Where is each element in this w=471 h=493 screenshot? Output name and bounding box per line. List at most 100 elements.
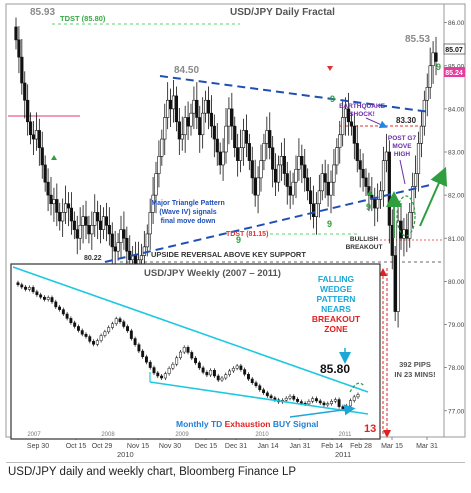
candle-body — [203, 99, 208, 114]
x-tick-labels: Sep 30 Oct 15 Oct 29 Nov 15 Nov 30 Dec 15 Dec … — [27, 437, 438, 450]
candle-body — [346, 108, 351, 123]
x-tick-label: Dec 31 — [225, 443, 247, 450]
candle-body — [20, 56, 24, 84]
weekly-candle-body — [311, 398, 315, 402]
breakout-ellipse — [396, 195, 416, 237]
weekly-candle-body — [95, 340, 99, 345]
weekly-inset-frame — [10, 263, 381, 440]
weekly-level-label: 85.80 — [320, 362, 350, 376]
pips-note-line: IN 23 MINS! — [394, 370, 435, 379]
td-count-label: 9 — [436, 62, 441, 72]
weekly-candle-body — [69, 318, 73, 324]
y-tick-label: 77.00 — [448, 408, 465, 415]
annotation-text: 84.50 — [174, 65, 199, 76]
weekly-candle-body — [182, 347, 186, 353]
candle-body — [84, 216, 88, 226]
earthquake-note-line: SHOCK! — [349, 111, 375, 118]
candle-body — [230, 108, 234, 127]
candle-body — [72, 220, 76, 230]
weekly-candle-body — [348, 400, 352, 407]
weekly-candle-body — [156, 372, 160, 377]
triangle-pattern — [104, 75, 431, 263]
weekly-candle-body — [114, 318, 118, 325]
weekly-candle-body — [178, 351, 182, 359]
td-buy-part: BUY Signal — [273, 419, 319, 429]
candle-body — [145, 233, 149, 248]
weekly-candle-body — [88, 336, 92, 342]
candle-body — [183, 117, 187, 136]
candle-body — [419, 125, 424, 144]
falling-wedge-note-line: ZONE — [324, 324, 348, 334]
td-buy-signal-label: Monthly TD Exhaustion BUY Signal — [176, 419, 319, 429]
candle-body — [104, 216, 109, 226]
weekly-candle-body — [92, 341, 96, 345]
price-tag-label: 85.07 — [445, 47, 463, 54]
candle-body — [90, 225, 94, 235]
weekly-breakout-arc — [349, 382, 365, 393]
candle-body — [160, 138, 164, 157]
weekly-chart-title: USD/JPY Weekly (2007 – 2011) — [144, 268, 281, 279]
weekly-candle-body — [262, 389, 266, 394]
wedge-lower-line — [149, 381, 369, 415]
candle-body — [250, 160, 254, 179]
x-tick-label: Jan 14 — [257, 443, 278, 450]
candle-body — [148, 212, 152, 235]
candle-body — [192, 99, 196, 114]
weekly-candle-body — [205, 372, 209, 376]
x-tick-label: Oct 29 — [92, 443, 113, 450]
candle-body — [58, 212, 62, 222]
weekly-candle-body — [250, 378, 254, 383]
daily-candles — [14, 17, 438, 328]
weekly-candle-body — [35, 291, 39, 296]
weekly-candle-body — [73, 322, 77, 327]
triangle-upper-line — [159, 75, 431, 113]
candle-body — [186, 117, 190, 127]
y-tick-label: 81.00 — [448, 236, 465, 243]
candle-body — [37, 130, 41, 148]
annotation-text: TDST (85.80) — [60, 14, 106, 23]
candle-body — [361, 168, 365, 179]
weekly-candle-body — [201, 367, 205, 373]
triangle-lower-line — [104, 184, 431, 263]
td-buy-part: Exhaustion — [225, 419, 273, 429]
x-period-label: 2011 — [335, 450, 351, 459]
weekly-x-tick-label: 2008 — [101, 432, 115, 438]
weekly-candle-body — [39, 294, 43, 298]
candle-body — [381, 160, 386, 192]
td-count-label: 9 — [330, 94, 335, 104]
weekly-candle-body — [148, 361, 152, 368]
weekly-candle-body — [209, 370, 213, 376]
weekly-candle-body — [269, 395, 273, 399]
candle-body — [23, 82, 27, 101]
weekly-x-tick-label: 2011 — [339, 432, 353, 438]
weekly-candle-body — [345, 405, 349, 409]
figure-caption: USD/JPY daily and weekly chart, Bloomber… — [8, 466, 297, 478]
x-tick-label: Mar 31 — [416, 443, 438, 450]
candle-body — [107, 225, 111, 235]
candle-body — [233, 125, 237, 148]
candle-body — [28, 121, 33, 136]
y-tick-label: 82.00 — [448, 193, 465, 200]
weekly-candle-body — [126, 326, 130, 332]
candle-body — [253, 177, 257, 196]
note-pointer-line — [399, 159, 406, 185]
candle-body — [17, 39, 21, 58]
candle-body — [215, 138, 219, 153]
weekly-candle-body — [307, 400, 311, 405]
annotation-text: TDST (81.15) — [226, 231, 268, 238]
candle-body — [174, 95, 179, 123]
candle-body — [358, 160, 362, 170]
x-tick-label: Oct 15 — [66, 443, 87, 450]
pips-note-line: 392 PIPS — [399, 360, 431, 369]
weekly-candle-body — [231, 367, 235, 372]
weekly-candle-body — [212, 370, 216, 377]
candle-body — [343, 108, 348, 118]
annotation-text: UPSIDE REVERSAL ABOVE KEY SUPPORT — [151, 250, 306, 259]
falling-wedge-note-line: NEARS — [321, 304, 351, 314]
weekly-candle-body — [220, 377, 224, 381]
candle-body — [75, 229, 79, 239]
weekly-candle-body — [228, 370, 232, 375]
y-tick-label: 80.00 — [448, 279, 465, 286]
weekly-x-tick-label: 2010 — [255, 432, 269, 438]
weekly-candle-body — [352, 396, 356, 401]
